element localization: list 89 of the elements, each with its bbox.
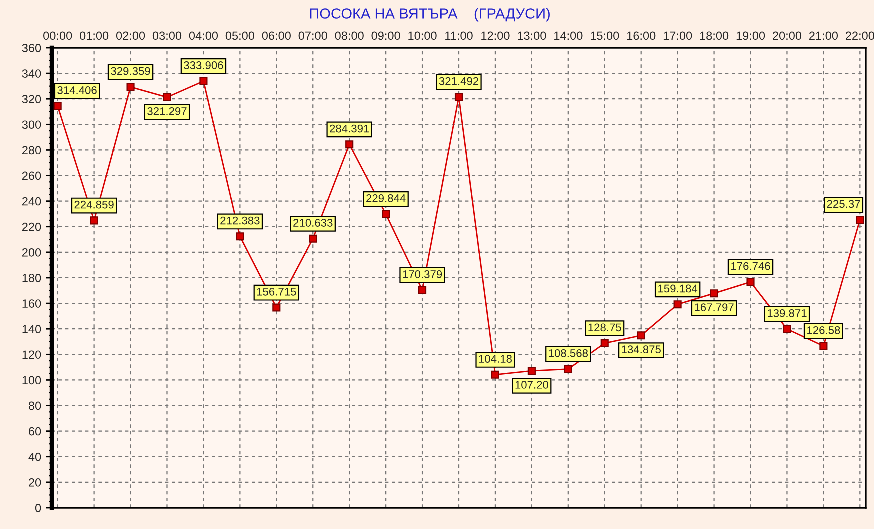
y-tick-label: 220	[22, 222, 42, 232]
data-label: 167.797	[695, 304, 734, 312]
point	[418, 286, 427, 294]
point	[674, 300, 682, 309]
x-tick-label: 12:00	[482, 32, 510, 40]
data-label: 128.75	[588, 324, 622, 332]
x-tick-label: 21:00	[810, 32, 838, 40]
y-tick-label: 200	[22, 248, 42, 257]
y-tick-label: 140	[22, 325, 42, 334]
point	[820, 342, 828, 350]
x-tick-label: 08:00	[335, 32, 364, 40]
point	[783, 325, 792, 334]
y-tick-label: 300	[22, 120, 42, 130]
x-tick-label: 16:00	[627, 32, 656, 40]
point	[90, 216, 98, 225]
data-label: 314.406	[58, 86, 97, 94]
data-label: 107.20	[516, 381, 548, 389]
data-label: 321.492	[439, 77, 479, 86]
data-label: 329.359	[111, 67, 150, 76]
point	[382, 210, 390, 218]
data-label: 333.906	[184, 62, 224, 70]
data-label: 134.875	[622, 346, 661, 354]
y-tick-label: 40	[28, 452, 42, 462]
point	[528, 366, 536, 376]
data-label: 156.715	[257, 288, 296, 296]
point	[54, 102, 62, 110]
y-tick-label: 320	[22, 95, 42, 104]
y-tick-label: 60	[29, 427, 42, 436]
x-tick-label: 15:00	[591, 32, 620, 40]
data-label: 159.184	[658, 284, 698, 293]
data-label: 139.871	[768, 309, 807, 318]
y-tick-label: 0	[35, 504, 42, 512]
x-tick-label: 11:00	[446, 32, 473, 40]
x-tick-label: 04:00	[189, 32, 218, 40]
y-tick-label: 100	[22, 376, 42, 385]
x-tick-label: 20:00	[773, 32, 802, 40]
x-tick-label: 02:00	[116, 32, 146, 40]
data-label: 170.379	[403, 270, 442, 278]
data-label: 284.391	[330, 124, 370, 133]
point	[163, 93, 172, 102]
point	[200, 77, 208, 86]
point	[491, 370, 500, 379]
point	[746, 278, 755, 286]
x-tick-label: 17:00	[664, 32, 692, 40]
x-tick-label: 10:00	[408, 32, 437, 40]
x-tick-label: 19:00	[736, 32, 766, 40]
x-tick-label: 09:00	[372, 32, 400, 40]
point	[126, 83, 135, 92]
x-tick-label: 06:00	[262, 32, 291, 40]
x-tick-label: 07:00	[298, 32, 328, 40]
data-label: 229.844	[366, 194, 406, 202]
y-tick-label: 180	[22, 274, 42, 282]
y-tick-label: 260	[22, 172, 42, 180]
data-label: 224.859	[74, 200, 114, 209]
data-label: 212.383	[220, 216, 260, 225]
y-tick-label: 120	[22, 350, 42, 360]
point	[454, 93, 464, 102]
x-tick-label: 01:00	[80, 32, 109, 40]
y-tick-label: 340	[22, 70, 42, 78]
x-tick-label: 00:00	[44, 32, 72, 40]
data-label: 104.18	[479, 355, 512, 363]
point	[710, 290, 718, 298]
x-tick-label: 05:00	[226, 32, 254, 40]
point	[637, 332, 646, 340]
y-tick-label: 280	[22, 146, 42, 155]
x-tick-label: 03:00	[152, 32, 182, 40]
x-tick-label: 22:00	[846, 32, 874, 40]
y-tick-label: 160	[22, 300, 42, 308]
data-label: 126.58	[808, 326, 840, 334]
x-tick-label: 13:00	[518, 32, 546, 40]
data-label: 210.633	[294, 219, 333, 227]
point	[236, 232, 244, 241]
point	[600, 339, 609, 348]
y-tick-label: 240	[22, 197, 42, 206]
data-label: 225.37	[827, 200, 860, 208]
point	[856, 216, 864, 224]
y-tick-label: 20	[29, 478, 42, 487]
data-label: 321.297	[148, 107, 187, 116]
point	[564, 365, 572, 374]
x-tick-label: 14:00	[554, 32, 583, 40]
point	[272, 304, 281, 312]
y-tick-label: 360	[22, 44, 42, 52]
point	[309, 234, 318, 243]
y-tick-label: 80	[28, 402, 42, 410]
data-label: 108.568	[549, 349, 588, 358]
chart-title: ПОСОКА НА ВЯТЪРА (ГРАДУСИ)	[310, 8, 550, 22]
point	[346, 140, 354, 149]
data-label: 176.746	[732, 262, 770, 270]
x-tick-label: 18:00	[700, 32, 729, 40]
